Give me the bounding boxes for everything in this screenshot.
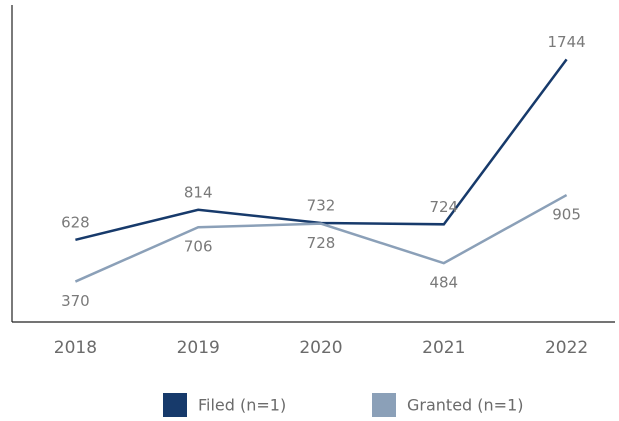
data-label: 484 bbox=[429, 274, 458, 292]
data-label: 728 bbox=[307, 234, 336, 252]
data-label: 724 bbox=[429, 198, 458, 216]
data-label: 1744 bbox=[548, 33, 586, 51]
data-label: 628 bbox=[61, 213, 90, 231]
line bbox=[74, 193, 568, 283]
x-tick-label: 2018 bbox=[54, 338, 97, 358]
x-tick-label: 2020 bbox=[299, 338, 342, 358]
x-tick-label: 2022 bbox=[545, 338, 588, 358]
legend-swatch bbox=[163, 393, 187, 417]
legend-swatch bbox=[372, 393, 396, 417]
x-tick-label: 2021 bbox=[422, 338, 465, 358]
x-tick-label: 2019 bbox=[177, 338, 220, 358]
data-label: 814 bbox=[184, 183, 213, 201]
data-label: 732 bbox=[307, 197, 336, 215]
legend-label: Filed (n=1) bbox=[198, 396, 286, 415]
data-label: 706 bbox=[184, 238, 213, 256]
data-label: 905 bbox=[552, 206, 581, 224]
data-label: 370 bbox=[61, 292, 90, 310]
legend-label: Granted (n=1) bbox=[407, 396, 524, 415]
